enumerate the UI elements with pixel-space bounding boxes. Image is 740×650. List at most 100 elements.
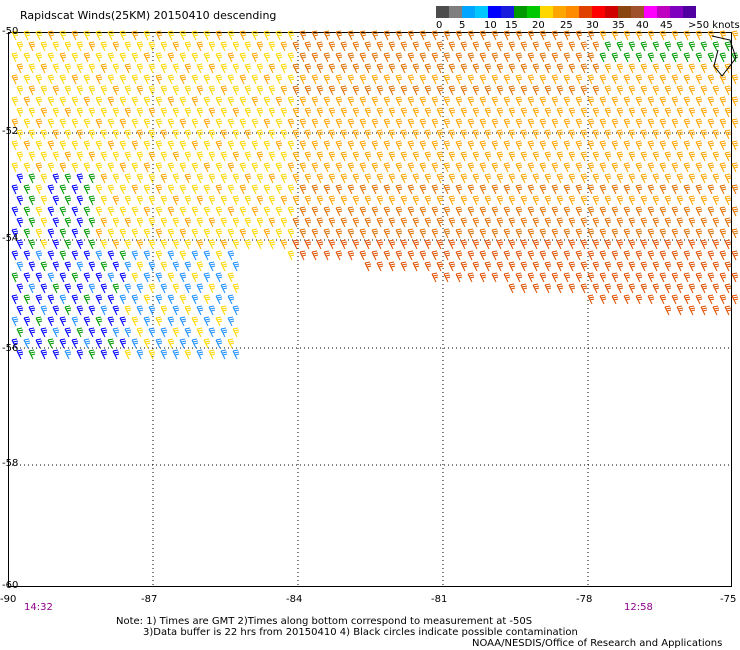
wind-barb bbox=[47, 272, 55, 283]
wind-barb bbox=[472, 261, 480, 272]
legend-color-swatch bbox=[449, 6, 462, 18]
wind-barb bbox=[647, 206, 655, 217]
wind-barb bbox=[352, 107, 360, 118]
wind-barb bbox=[95, 228, 103, 239]
wind-barb bbox=[340, 217, 348, 228]
wind-barb bbox=[527, 250, 535, 261]
wind-barb bbox=[83, 338, 91, 349]
wind-barb bbox=[436, 129, 444, 140]
wind-barb bbox=[544, 261, 552, 272]
wind-barb bbox=[131, 206, 139, 217]
wind-barb bbox=[292, 151, 300, 162]
wind-barb bbox=[532, 129, 540, 140]
wind-barb bbox=[712, 107, 720, 118]
right-time-label: 12:58 bbox=[624, 602, 653, 613]
wind-barb bbox=[244, 173, 252, 184]
wind-barb bbox=[700, 173, 708, 184]
wind-barb bbox=[28, 261, 36, 272]
wind-barb bbox=[227, 228, 235, 239]
wind-barb bbox=[251, 184, 259, 195]
wind-barb bbox=[107, 228, 115, 239]
wind-barb bbox=[539, 140, 547, 151]
wind-barb bbox=[196, 107, 204, 118]
wind-barb bbox=[167, 162, 175, 173]
wind-barb bbox=[179, 206, 187, 217]
wind-barb bbox=[136, 305, 144, 316]
wind-barb bbox=[112, 261, 120, 272]
wind-barb bbox=[119, 294, 127, 305]
wind-barb bbox=[71, 316, 79, 327]
wind-barb bbox=[100, 239, 108, 250]
wind-barb bbox=[196, 41, 204, 52]
wind-barb bbox=[491, 30, 499, 41]
wind-barb bbox=[232, 107, 240, 118]
wind-barb bbox=[47, 338, 55, 349]
wind-barb bbox=[47, 294, 55, 305]
wind-barb bbox=[700, 217, 708, 228]
wind-barb bbox=[347, 140, 355, 151]
wind-barb bbox=[695, 30, 703, 41]
wind-barb bbox=[731, 272, 739, 283]
wind-barb bbox=[412, 151, 420, 162]
wind-barb bbox=[208, 85, 216, 96]
wind-barb bbox=[412, 261, 420, 272]
legend-label: 0 bbox=[436, 20, 443, 31]
wind-barb bbox=[508, 41, 516, 52]
wind-barb bbox=[335, 228, 343, 239]
wind-barb bbox=[616, 63, 624, 74]
wind-barb bbox=[712, 129, 720, 140]
wind-barb bbox=[191, 30, 199, 41]
wind-barb bbox=[719, 118, 727, 129]
wind-barb bbox=[311, 250, 319, 261]
wind-barb bbox=[71, 140, 79, 151]
wind-barb bbox=[304, 63, 312, 74]
wind-barb bbox=[731, 206, 739, 217]
wind-barb bbox=[160, 173, 168, 184]
wind-barb bbox=[335, 52, 343, 63]
wind-barb bbox=[11, 272, 19, 283]
wind-barb bbox=[484, 63, 492, 74]
wind-barb bbox=[364, 239, 372, 250]
wind-barb bbox=[23, 184, 31, 195]
wind-barb bbox=[448, 173, 456, 184]
wind-barb bbox=[611, 184, 619, 195]
wind-barb bbox=[395, 140, 403, 151]
wind-barb bbox=[304, 129, 312, 140]
wind-barb bbox=[467, 96, 475, 107]
wind-barb bbox=[71, 74, 79, 85]
wind-barb bbox=[88, 173, 96, 184]
wind-barb bbox=[232, 85, 240, 96]
wind-barb bbox=[407, 162, 415, 173]
wind-barb bbox=[167, 74, 175, 85]
wind-barb bbox=[592, 85, 600, 96]
wind-barb bbox=[184, 327, 192, 338]
wind-barb bbox=[71, 272, 79, 283]
wind-barb bbox=[16, 327, 24, 338]
wind-barb bbox=[520, 41, 528, 52]
wind-barb bbox=[311, 162, 319, 173]
wind-barb bbox=[515, 184, 523, 195]
wind-barb bbox=[592, 195, 600, 206]
wind-barb bbox=[587, 272, 595, 283]
wind-barb bbox=[407, 250, 415, 261]
wind-barb bbox=[275, 52, 283, 63]
wind-barb bbox=[652, 195, 660, 206]
wind-barb bbox=[724, 129, 732, 140]
wind-barb bbox=[280, 63, 288, 74]
wind-barb bbox=[496, 195, 504, 206]
wind-barb bbox=[719, 52, 727, 63]
wind-barb bbox=[700, 63, 708, 74]
wind-barb bbox=[328, 107, 336, 118]
wind-barb bbox=[575, 162, 583, 173]
wind-barb bbox=[71, 294, 79, 305]
wind-barb bbox=[496, 41, 504, 52]
wind-barb bbox=[419, 74, 427, 85]
wind-barb bbox=[11, 74, 19, 85]
wind-barb bbox=[671, 272, 679, 283]
wind-barb bbox=[472, 107, 480, 118]
wind-barb bbox=[376, 195, 384, 206]
wind-barb bbox=[88, 129, 96, 140]
wind-barb bbox=[196, 63, 204, 74]
wind-barb bbox=[371, 184, 379, 195]
